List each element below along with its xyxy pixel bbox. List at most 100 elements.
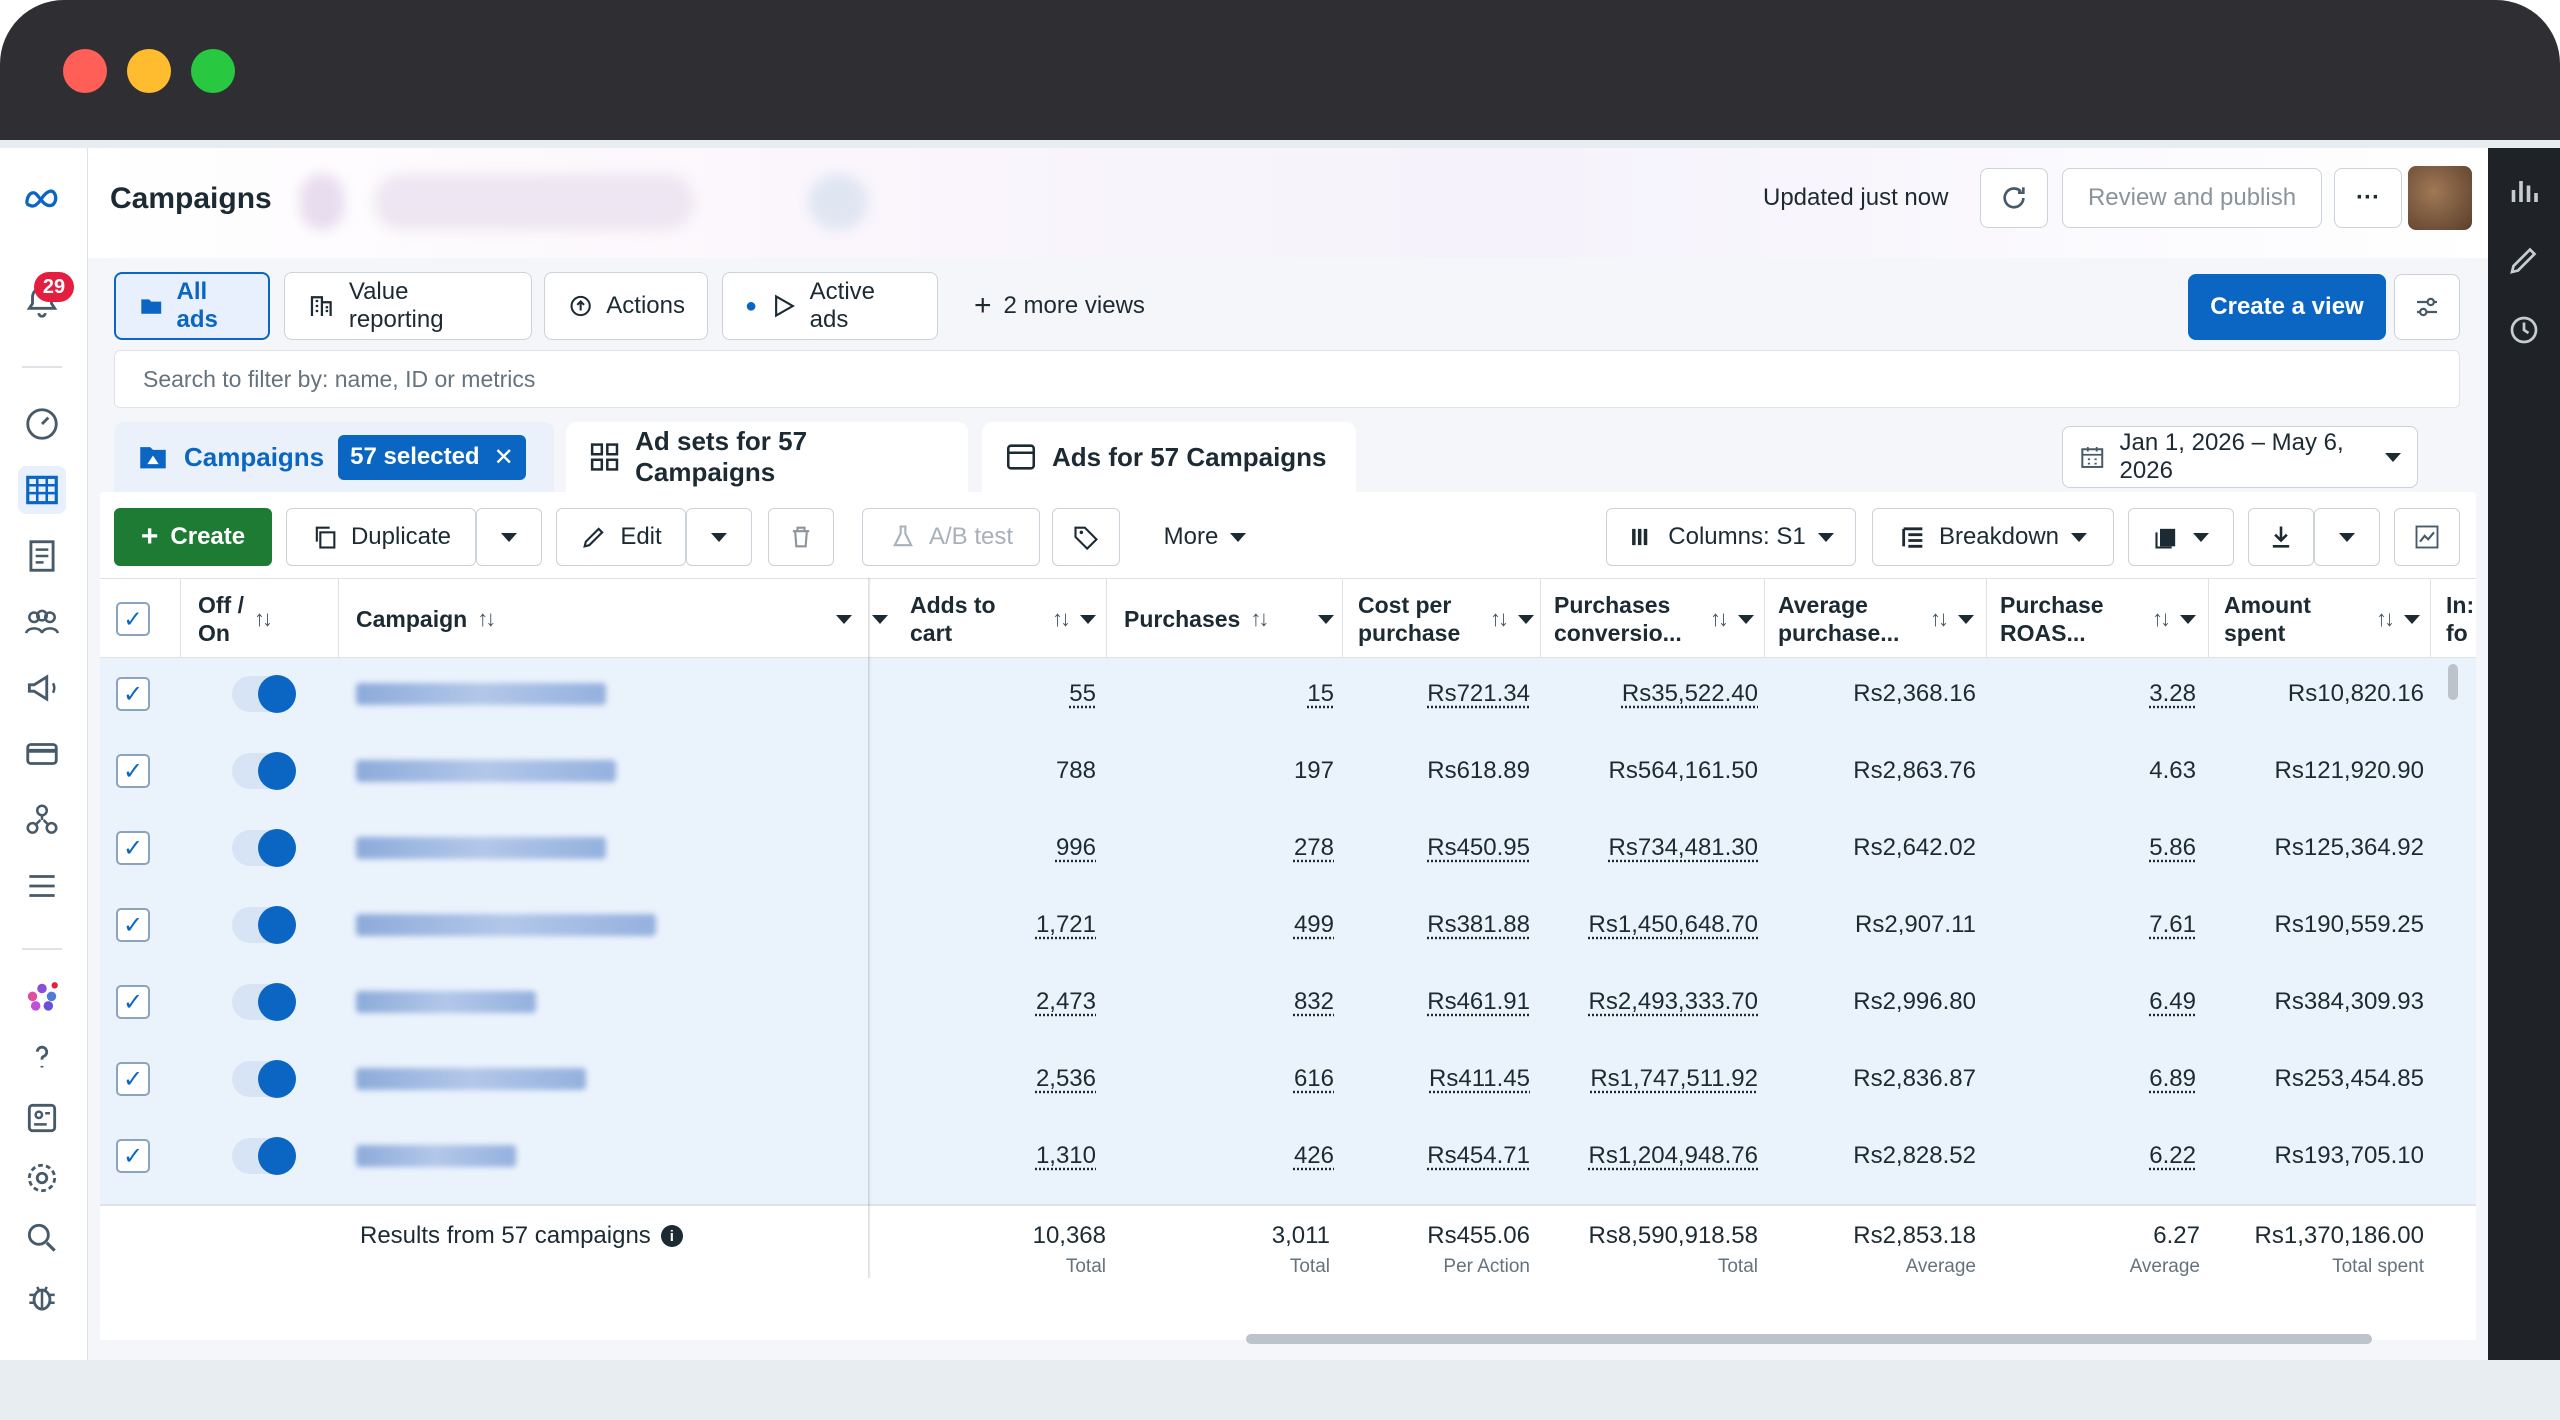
row-checkbox[interactable]: ✓ [116,741,150,801]
cell-cost-per-purchase[interactable]: Rs381.88 [1350,895,1530,955]
close-window-button[interactable] [63,49,107,93]
cell-purchase-roas[interactable]: 3.28 [2000,664,2196,724]
campaign-name-redacted[interactable] [356,818,606,878]
chevron-down-icon[interactable] [1318,614,1334,624]
reports-button[interactable] [2128,508,2234,566]
sort-icon[interactable]: ↑↓ [1052,606,1071,631]
sort-icon[interactable]: ↑↓ [1490,606,1509,631]
campaign-toggle[interactable] [232,1126,296,1186]
cell-conversion-value[interactable]: Rs1,450,648.70 [1544,895,1758,955]
cell-conversion-value[interactable]: Rs734,481.30 [1544,818,1758,878]
delete-button[interactable] [768,508,834,566]
date-range-picker[interactable]: Jan 1, 2026 – May 6, 2026 [2062,426,2418,488]
sort-icon[interactable]: ↑↓ [1930,606,1949,631]
columns-button[interactable]: Columns: S1 [1606,508,1856,566]
toggle-switch[interactable] [232,906,296,944]
export-button[interactable] [2248,508,2314,566]
breakdown-button[interactable]: Breakdown [1872,508,2114,566]
search-icon[interactable] [18,1214,66,1262]
table-row[interactable]: ✓ 2,473 832 Rs461.91 Rs2,493,333.70 Rs2,996.8… [100,972,2476,1049]
cell-purchase-roas[interactable]: 6.89 [2000,1049,2196,1109]
sort-icon[interactable]: ↑↓ [1250,606,1269,631]
campaign-name-redacted[interactable] [356,664,606,724]
sort-icon[interactable]: ↑↓ [254,606,273,631]
tag-button[interactable] [1052,508,1120,566]
chevron-down-icon[interactable] [836,614,852,624]
cell-cost-per-purchase[interactable]: Rs450.95 [1350,818,1530,878]
cell-conversion-value[interactable]: Rs35,522.40 [1544,664,1758,724]
more-actions-button[interactable]: More [1140,508,1270,566]
row-checkbox[interactable]: ✓ [116,1126,150,1186]
cell-adds-to-cart[interactable]: 1,310 [910,1126,1096,1186]
row-checkbox[interactable]: ✓ [116,818,150,878]
row-checkbox[interactable]: ✓ [116,664,150,724]
cell-purchases[interactable]: 15 [1124,664,1334,724]
view-tab-actions[interactable]: Actions [544,272,708,340]
horizontal-scrollbar[interactable] [1246,1334,2372,1344]
table-row[interactable]: ✓ 1,721 499 Rs381.88 Rs1,450,648.70 Rs2,907.1… [100,895,2476,972]
cell-conversion-value[interactable]: Rs1,747,511.92 [1544,1049,1758,1109]
column-header-average-purchase[interactable]: Average purchase... ↑↓ [1778,579,1974,659]
campaign-name-redacted[interactable] [356,1049,586,1109]
ab-test-button[interactable]: A/B test [862,508,1040,566]
settings-gear-icon[interactable] [18,1154,66,1202]
menu-hamburger-icon[interactable] [18,862,66,910]
toggle-switch[interactable] [232,983,296,1021]
cell-cost-per-purchase[interactable]: Rs461.91 [1350,972,1530,1032]
level-tab-campaigns[interactable]: Campaigns 57 selected ✕ [114,422,554,492]
cell-purchase-roas[interactable]: 5.86 [2000,818,2196,878]
reports-icon[interactable] [18,532,66,580]
advertise-megaphone-icon[interactable] [18,664,66,712]
charts-toggle-button[interactable] [2394,508,2460,566]
meta-ai-flower-icon[interactable] [18,974,66,1022]
row-checkbox[interactable]: ✓ [116,972,150,1032]
maximize-window-button[interactable] [191,49,235,93]
column-header-adds-to-cart[interactable]: Adds to cart ↑↓ [910,579,1096,659]
level-tab-ad-sets[interactable]: Ad sets for 57 Campaigns [566,422,968,492]
chevron-down-icon[interactable] [2404,614,2420,624]
view-tab-value-reporting[interactable]: Value reporting [284,272,532,340]
chevron-down-icon[interactable] [1958,614,1974,624]
toggle-switch[interactable] [232,829,296,867]
report-bug-icon[interactable] [18,1274,66,1322]
cell-purchase-roas[interactable]: 6.22 [2000,1126,2196,1186]
chevron-down-icon[interactable] [1518,614,1534,624]
column-header-off-on[interactable]: Off / On ↑↓ [198,579,298,659]
sort-icon[interactable]: ↑↓ [477,606,496,631]
campaign-name-redacted[interactable] [356,895,656,955]
cell-purchase-roas[interactable]: 7.61 [2000,895,2196,955]
toggle-switch[interactable] [232,1060,296,1098]
more-views-button[interactable]: + 2 more views [952,272,1172,340]
cell-adds-to-cart[interactable]: 55 [910,664,1096,724]
cell-conversion-value[interactable]: Rs1,204,948.76 [1544,1126,1758,1186]
table-row[interactable]: ✓ 55 15 Rs721.34 Rs35,522.40 Rs2,368.16 3.28 Rs… [100,664,2476,741]
vertical-scrollbar[interactable] [2448,664,2458,700]
cell-cost-per-purchase[interactable]: Rs721.34 [1350,664,1530,724]
column-header-campaign[interactable]: Campaign ↑↓ [356,579,866,659]
toggle-switch[interactable] [232,675,296,713]
column-header-purchase-roas[interactable]: Purchase ROAS... ↑↓ [2000,579,2196,659]
account-avatar-blurred[interactable] [300,174,344,230]
create-view-button[interactable]: Create a view [2188,274,2386,340]
view-tab-active-ads[interactable]: ● Active ads [722,272,938,340]
duplicate-button[interactable]: Duplicate [286,508,476,566]
cell-purchases[interactable]: 278 [1124,818,1334,878]
refresh-button[interactable] [1980,168,2048,228]
help-question-icon[interactable] [18,1034,66,1082]
column-header-amount-spent[interactable]: Amount spent ↑↓ [2224,579,2420,659]
export-dropdown-button[interactable] [2314,508,2380,566]
account-switch-blurred[interactable] [808,174,868,230]
account-selector-blurred[interactable] [374,174,694,230]
column-header-partial[interactable]: In: fo [2446,579,2474,659]
table-row[interactable]: ✓ 1,310 426 Rs454.71 Rs1,204,948.76 Rs2,828.5… [100,1126,2476,1203]
create-button[interactable]: + Create [114,508,272,566]
view-tab-all-ads[interactable]: All ads [114,272,270,340]
campaign-toggle[interactable] [232,664,296,724]
bar-chart-icon[interactable] [2506,172,2542,208]
table-row[interactable]: ✓ 996 278 Rs450.95 Rs734,481.30 Rs2,642.02 5.8… [100,818,2476,895]
pencil-icon[interactable] [2506,242,2542,278]
edit-button[interactable]: Edit [556,508,686,566]
business-network-icon[interactable] [18,796,66,844]
column-header-cost-per-purchase[interactable]: Cost per purchase ↑↓ [1358,579,1534,659]
clock-history-icon[interactable] [2506,312,2542,348]
